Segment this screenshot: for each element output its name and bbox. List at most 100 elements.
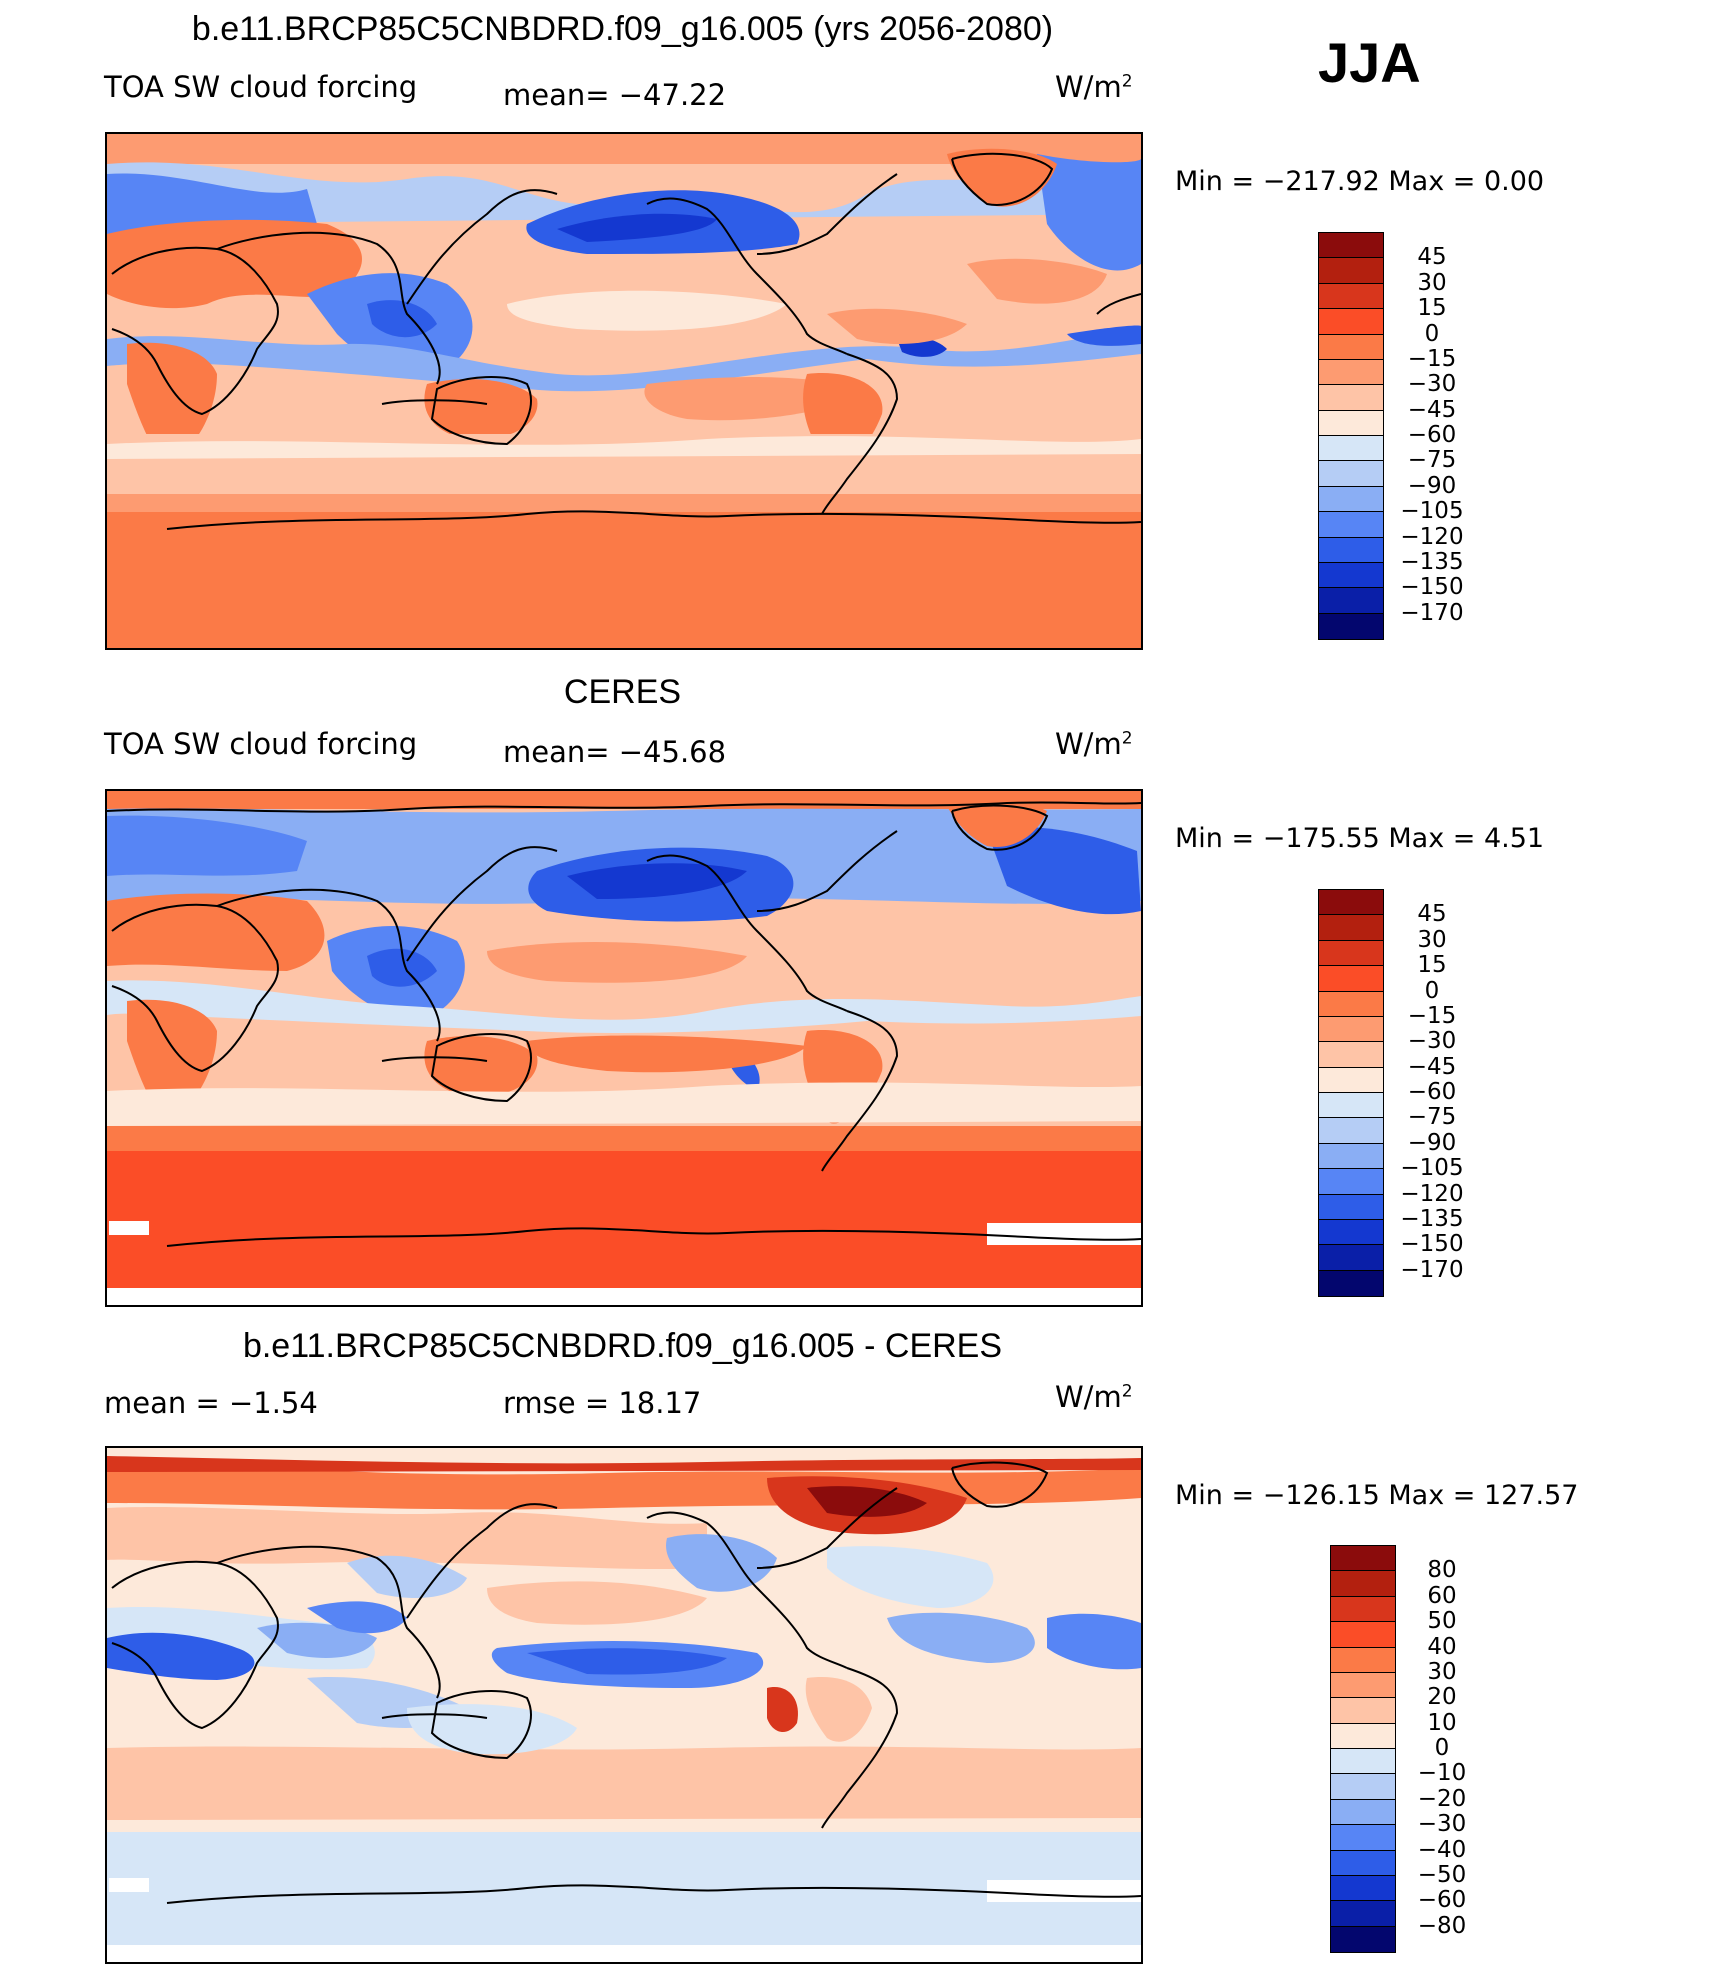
panel-2-colorbar — [1318, 889, 1384, 1297]
colorbar-tick-label: −60 — [1417, 1887, 1467, 1914]
panel-1-map-field — [107, 134, 1141, 648]
colorbar-box — [1331, 1546, 1395, 1572]
colorbar-tick-label: −170 — [1400, 599, 1464, 626]
colorbar-tick-label: −15 — [1407, 345, 1457, 372]
colorbar-box — [1331, 1926, 1395, 1952]
colorbar-tick-label: 10 — [1427, 1709, 1457, 1736]
colorbar-box — [1331, 1774, 1395, 1800]
colorbar-tick-label: −105 — [1400, 498, 1464, 525]
panel-1-units: W/m2 — [1055, 70, 1133, 104]
colorbar-tick-label: −150 — [1400, 574, 1464, 601]
colorbar-box — [1319, 436, 1383, 462]
panel-2-map-field — [107, 791, 1141, 1305]
colorbar-tick-label: 30 — [1417, 269, 1447, 296]
panel-2-title: CERES — [563, 673, 682, 711]
panel-3-minmax: Min = −126.15 Max = 127.57 — [1175, 1480, 1579, 1511]
panel-3-colorbar-labels: 80 60 50 40 30 20 10 0 −10 −20 −30 −40 −50 −60 −80 — [1402, 1545, 1482, 1951]
colorbar-tick-label: 30 — [1427, 1658, 1457, 1685]
colorbar-box — [1331, 1622, 1395, 1648]
panel-3-map — [105, 1446, 1143, 1964]
colorbar-box — [1319, 283, 1383, 310]
colorbar-box — [1319, 1219, 1383, 1246]
colorbar-box — [1319, 512, 1383, 538]
panel-3-units: W/m2 — [1055, 1380, 1133, 1414]
colorbar-tick-label: 0 — [1424, 977, 1440, 1004]
colorbar-tick-label: −170 — [1400, 1256, 1464, 1283]
colorbar-box — [1319, 890, 1383, 916]
colorbar-tick-label: −45 — [1407, 396, 1457, 423]
colorbar-tick-label: −60 — [1407, 1079, 1457, 1105]
colorbar-box — [1319, 613, 1383, 639]
colorbar-tick-label: 50 — [1427, 1608, 1457, 1635]
colorbar-tick-label: −20 — [1417, 1785, 1467, 1812]
panel-1-title: b.e11.BRCP85C5CNBDRD.f09_g16.005 (yrs 20… — [191, 10, 1054, 48]
panel-1-mean: mean= −47.22 — [503, 78, 727, 112]
panel-2-units: W/m2 — [1055, 727, 1133, 761]
panel-3-rmse: rmse = 18.17 — [503, 1386, 702, 1420]
colorbar-tick-label: −50 — [1417, 1861, 1467, 1888]
panel-1-minmax: Min = −217.92 Max = 0.00 — [1175, 166, 1545, 197]
colorbar-tick-label: 0 — [1434, 1735, 1450, 1761]
panel-3-colorbar — [1330, 1545, 1396, 1953]
panel-3-map-field — [107, 1448, 1141, 1962]
colorbar-box — [1319, 1016, 1383, 1043]
colorbar-tick-label: −30 — [1417, 1811, 1467, 1838]
colorbar-tick-label: 40 — [1427, 1633, 1457, 1660]
colorbar-box — [1331, 1672, 1395, 1699]
colorbar-box — [1331, 1901, 1395, 1927]
colorbar-tick-label: 80 — [1427, 1557, 1457, 1584]
colorbar-tick-label: 0 — [1424, 320, 1440, 347]
colorbar-tick-label: 45 — [1417, 901, 1447, 928]
colorbar-tick-label: −30 — [1407, 371, 1457, 398]
colorbar-tick-label: −75 — [1407, 1104, 1457, 1131]
panel-1-map — [105, 132, 1143, 650]
colorbar-tick-label: 45 — [1417, 244, 1447, 271]
colorbar-box — [1319, 385, 1383, 411]
colorbar-tick-label: −150 — [1400, 1231, 1464, 1258]
season-label: JJA — [1318, 31, 1421, 94]
colorbar-box — [1319, 1169, 1383, 1195]
colorbar-tick-label: −40 — [1417, 1836, 1467, 1863]
colorbar-box — [1331, 1698, 1395, 1724]
colorbar-box — [1331, 1647, 1395, 1673]
colorbar-box — [1319, 1245, 1383, 1271]
colorbar-box — [1319, 233, 1383, 259]
panel-2-minmax: Min = −175.55 Max = 4.51 — [1175, 823, 1545, 854]
colorbar-box — [1319, 588, 1383, 614]
colorbar-box — [1319, 915, 1383, 941]
colorbar-box — [1331, 1723, 1395, 1749]
colorbar-box — [1319, 1067, 1383, 1093]
colorbar-tick-label: −90 — [1407, 472, 1457, 499]
colorbar-tick-label: −45 — [1407, 1053, 1457, 1080]
colorbar-tick-label: 30 — [1417, 926, 1447, 953]
panel-1-colorbar-labels: 45 30 15 0 −15 −30 −45 −60 −75 −90 −105 −120 −135 −15… — [1392, 232, 1472, 638]
colorbar-box — [1319, 258, 1383, 284]
colorbar-box — [1331, 1799, 1395, 1826]
colorbar-tick-label: −135 — [1400, 1205, 1464, 1232]
colorbar-box — [1319, 1270, 1383, 1296]
colorbar-box — [1319, 461, 1383, 487]
colorbar-box — [1319, 1118, 1383, 1144]
colorbar-box — [1331, 1596, 1395, 1623]
colorbar-tick-label: 20 — [1427, 1684, 1457, 1711]
colorbar-tick-label: −80 — [1417, 1912, 1467, 1939]
colorbar-tick-label: 15 — [1417, 952, 1447, 979]
colorbar-box — [1331, 1825, 1395, 1851]
colorbar-tick-label: 15 — [1417, 295, 1447, 322]
colorbar-box — [1319, 334, 1383, 360]
colorbar-tick-label: −30 — [1407, 1028, 1457, 1055]
panel-2-variable-label: TOA SW cloud forcing — [104, 727, 418, 761]
panel-1-variable-label: TOA SW cloud forcing — [104, 70, 418, 104]
colorbar-box — [1319, 940, 1383, 967]
colorbar-tick-label: −135 — [1400, 548, 1464, 575]
colorbar-box — [1319, 1093, 1383, 1119]
colorbar-box — [1319, 1194, 1383, 1220]
colorbar-box — [1319, 991, 1383, 1017]
colorbar-tick-label: −10 — [1417, 1760, 1467, 1787]
colorbar-box — [1331, 1571, 1395, 1597]
colorbar-box — [1319, 486, 1383, 513]
colorbar-tick-label: −15 — [1407, 1002, 1457, 1029]
colorbar-tick-label: −120 — [1400, 523, 1464, 550]
colorbar-tick-label: −120 — [1400, 1180, 1464, 1207]
panel-2-colorbar-labels: 45 30 15 0 −15 −30 −45 −60 −75 −90 −105 −120 −135 −15… — [1392, 889, 1472, 1295]
